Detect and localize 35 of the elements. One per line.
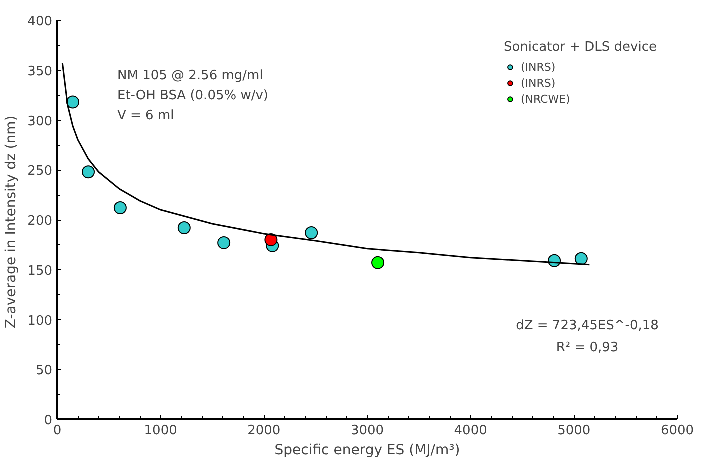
x-tick-label: 2000	[248, 424, 281, 438]
y-tick-label: 150	[28, 264, 53, 279]
y-tick-label: 250	[28, 164, 53, 180]
point	[82, 166, 95, 179]
x-tick-label: 6000	[660, 424, 694, 438]
point	[178, 221, 191, 234]
y-tick-label: 0	[44, 414, 53, 428]
annotation: V = 6 ml	[118, 108, 174, 124]
y-tick-label: 200	[28, 214, 53, 229]
annotation: R² = 0,93	[556, 340, 619, 356]
y-tick-label: 350	[28, 64, 53, 80]
legend-label: (INRS)	[520, 76, 556, 90]
annotation: Et-OH BSA (0.05% w/v)	[118, 88, 268, 104]
annotation: dZ = 723,45ES^-0,18	[516, 318, 659, 334]
point	[66, 96, 80, 109]
y-tick-label: 100	[28, 314, 53, 329]
y-tick-label: 50	[36, 364, 53, 379]
y-tick-label: 400	[28, 14, 53, 30]
point	[264, 233, 278, 246]
y-tick-label: 300	[28, 114, 53, 130]
x-tick-label: 3000	[350, 424, 384, 438]
x-tick-label: 5000	[558, 424, 591, 438]
x-tick-label: 4000	[454, 424, 488, 438]
point	[574, 252, 588, 266]
point	[305, 226, 318, 240]
point	[218, 236, 231, 250]
legend-title: Sonicator + DLS device	[504, 40, 657, 55]
point	[372, 256, 385, 270]
y-axis-title: Z-average in Intensity dz (nm)	[4, 116, 20, 329]
x-axis-title: Specific energy ES (MJ/m³)	[274, 442, 460, 458]
legend-label: (NRCWE)	[520, 92, 570, 106]
point	[114, 202, 127, 215]
x-tick-label: 1000	[144, 424, 178, 438]
legend-label: (INRS)	[520, 60, 556, 74]
annotation: NM 105 @ 2.56 mg/ml	[118, 68, 264, 84]
